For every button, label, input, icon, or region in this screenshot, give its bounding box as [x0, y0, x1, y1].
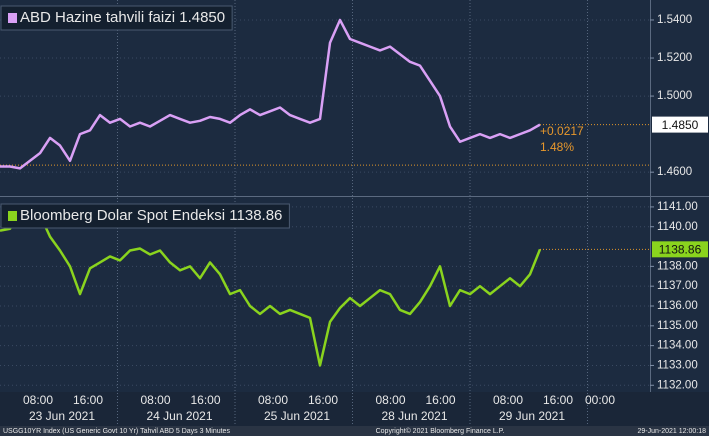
x-date-label: 29 Jun 2021	[499, 409, 565, 423]
y-tick-label: 1133.00	[657, 359, 698, 371]
y-tick-label: 1.4600	[657, 166, 692, 178]
y-tick-label: 1.5000	[657, 90, 692, 102]
legend-swatch	[8, 13, 17, 23]
x-tick-label: 16:00	[73, 393, 103, 407]
x-tick-label: 08:00	[258, 393, 288, 407]
series-line	[0, 18, 541, 170]
legend-box	[0, 203, 290, 229]
annotation: +0.0217	[540, 124, 584, 138]
last-value-label: 1138.86	[659, 242, 702, 256]
y-tick-label: 1135.00	[657, 320, 698, 332]
legend-box	[0, 5, 233, 31]
y-tick-label: 1137.00	[657, 280, 698, 292]
y-tick-label: 1.5400	[657, 14, 692, 26]
footer-timestamp: 29-Jun-2021 12:00:18	[638, 428, 707, 435]
x-tick-label: 16:00	[425, 393, 455, 407]
y-tick-label: 1138.00	[657, 260, 698, 272]
footer-source: USGG10YR Index (US Generic Govt 10 Yr) T…	[3, 428, 230, 435]
y-tick-label: 1132.00	[657, 379, 698, 391]
legend-label: ABD Hazine tahvili faizi 1.4850	[20, 9, 225, 26]
annotation: 1.48%	[540, 140, 574, 154]
x-tick-label: 00:00	[585, 393, 615, 407]
series-line	[0, 205, 542, 367]
y-tick-label: 1136.00	[657, 300, 698, 312]
x-tick-label: 08:00	[493, 393, 523, 407]
x-tick-label: 08:00	[375, 393, 405, 407]
footer-band	[0, 426, 709, 436]
legend-swatch	[8, 211, 17, 221]
y-tick-label: 1134.00	[657, 340, 698, 352]
last-value-tag	[652, 116, 708, 133]
x-date-label: 24 Jun 2021	[146, 409, 212, 423]
x-date-label: 28 Jun 2021	[381, 409, 447, 423]
legend-label: Bloomberg Dolar Spot Endeksi 1138.86	[20, 207, 282, 224]
x-axis-band	[0, 392, 709, 426]
x-tick-label: 16:00	[543, 393, 573, 407]
x-tick-label: 08:00	[140, 393, 170, 407]
x-tick-label: 16:00	[190, 393, 220, 407]
x-tick-label: 16:00	[308, 393, 338, 407]
y-tick-label: 1.5200	[657, 52, 692, 64]
last-value-label: 1.4850	[662, 118, 699, 132]
x-date-label: 23 Jun 2021	[29, 409, 95, 423]
y-tick-label: 1140.00	[657, 221, 698, 233]
x-tick-label: 08:00	[23, 393, 53, 407]
last-value-tag	[652, 241, 708, 258]
footer-copyright: Copyright© 2021 Bloomberg Finance L.P.	[376, 427, 505, 435]
y-tick-label: 1141.00	[657, 201, 698, 213]
x-date-label: 25 Jun 2021	[264, 409, 330, 423]
